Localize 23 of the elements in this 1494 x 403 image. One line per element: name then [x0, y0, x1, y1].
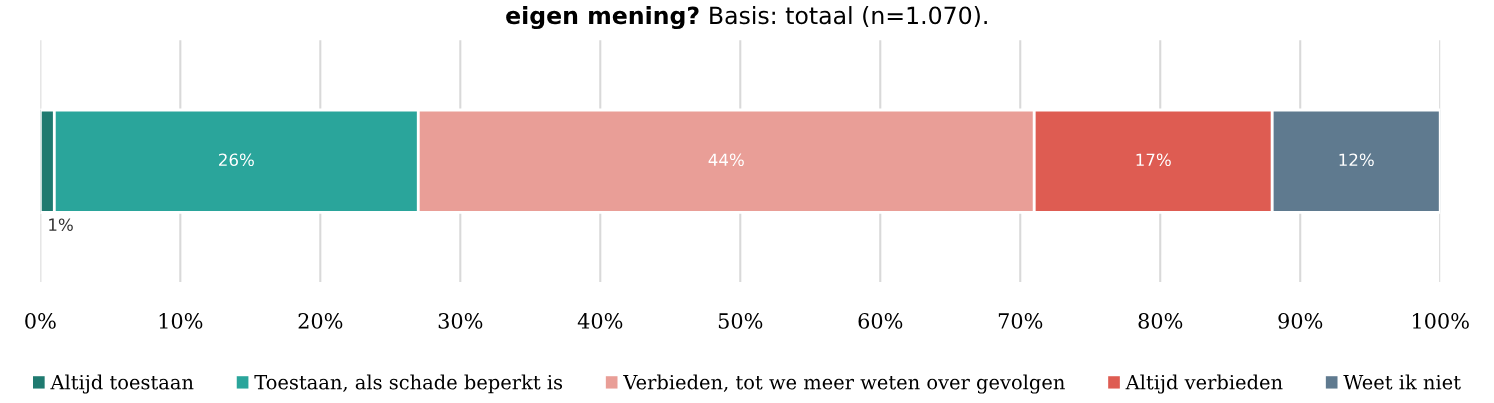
chart-title: eigen mening?: [506, 6, 699, 30]
x-tick-label: 20%: [298, 313, 343, 329]
legend-label: Altijd toestaan: [50, 374, 194, 394]
x-tick-label: 50%: [718, 313, 763, 329]
x-tick-label: 60%: [858, 313, 903, 329]
chart-subtitle: Basis: totaal (n=1.070).: [710, 6, 987, 28]
x-tick-label: 30%: [438, 313, 483, 329]
legend-label: Verbieden, tot we meer weten over gevolgen: [623, 374, 1065, 394]
x-tick-label: 80%: [1138, 313, 1183, 329]
data-label: 44%: [708, 153, 744, 167]
data-label: 12%: [1339, 153, 1374, 167]
x-tick-label: 10%: [159, 313, 203, 329]
data-label: 26%: [219, 153, 254, 167]
data-label: 1%: [49, 218, 73, 231]
x-tick-label: 100%: [1412, 313, 1469, 329]
legend-label: Altijd verbieden: [1125, 374, 1283, 394]
x-tick-label: 70%: [998, 313, 1043, 329]
legend-label: Weet ik niet: [1343, 374, 1461, 390]
x-tick-label: 0%: [25, 313, 56, 329]
x-tick-label: 40%: [577, 313, 623, 329]
x-tick-label: 90%: [1278, 313, 1323, 329]
data-label: 17%: [1136, 153, 1171, 167]
legend-label: Toestaan, als schade beperkt is: [254, 374, 563, 394]
